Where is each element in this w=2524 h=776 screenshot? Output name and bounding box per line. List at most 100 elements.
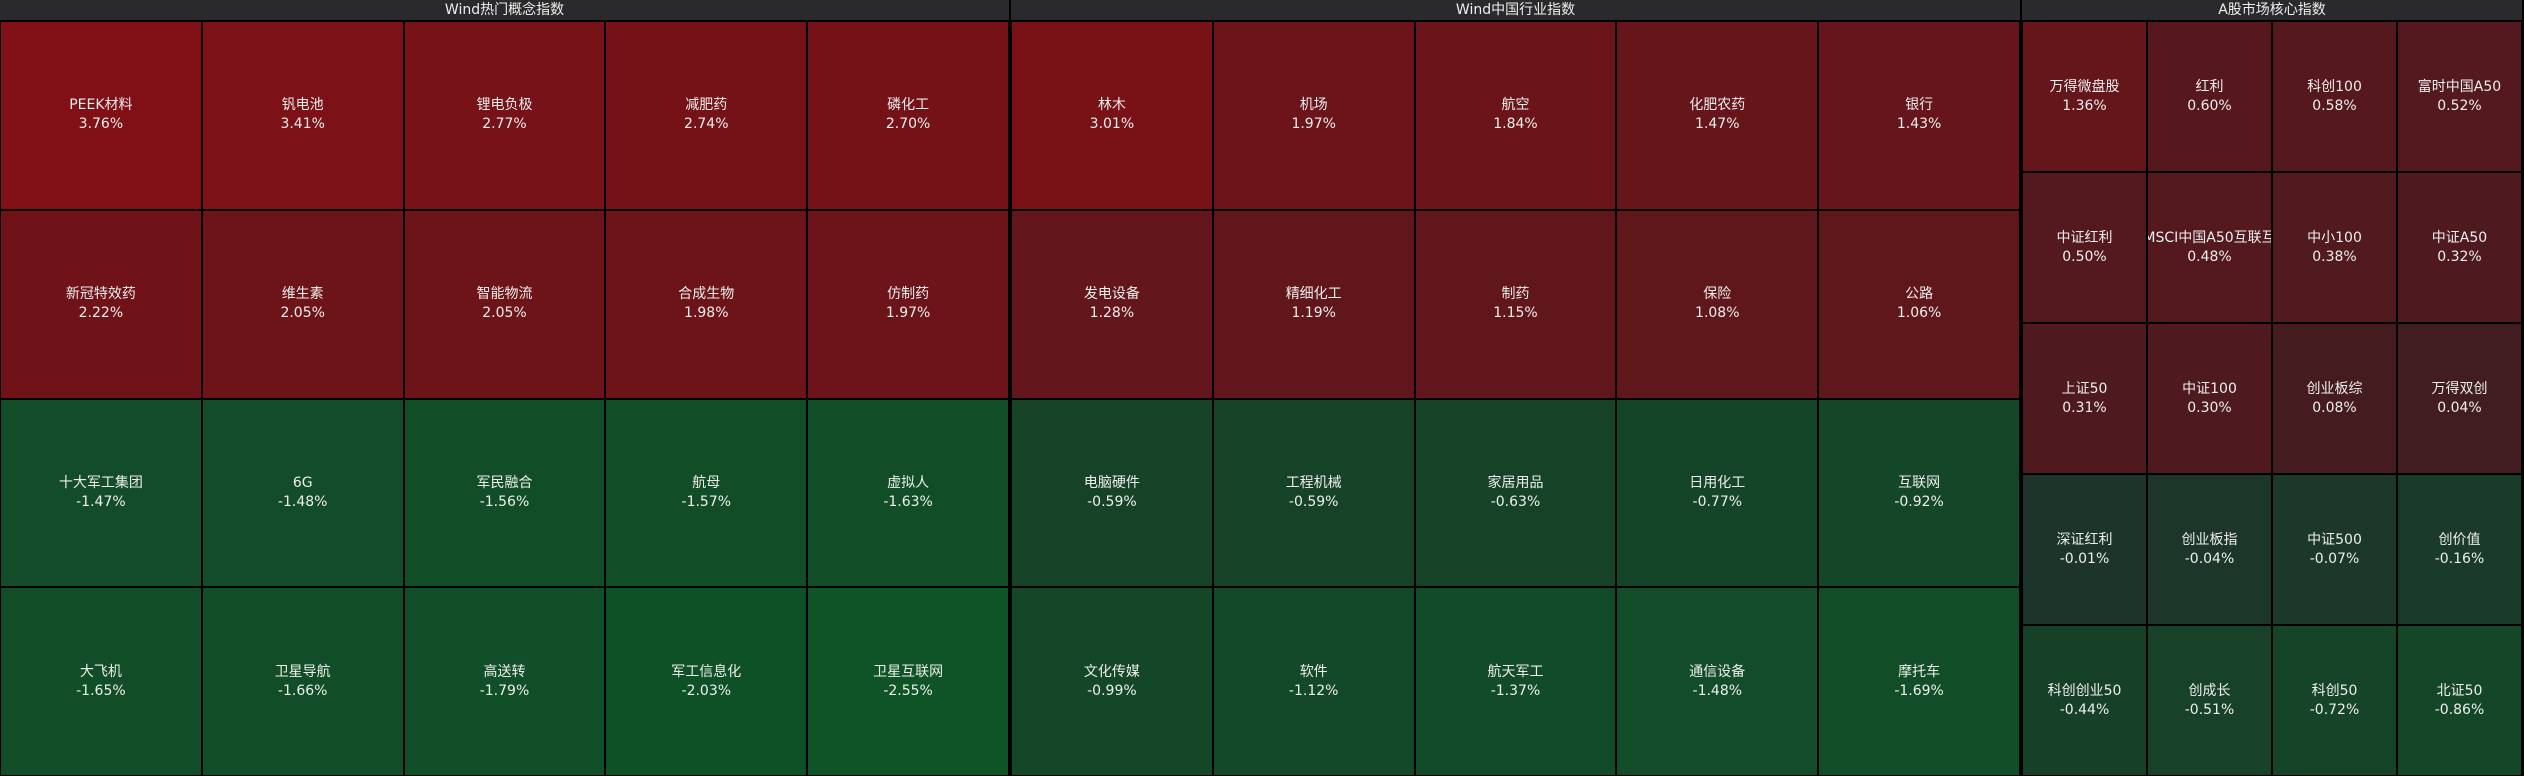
tile-change: 1.19% xyxy=(1291,305,1336,322)
tile[interactable]: 精细化工 1.19% xyxy=(1212,209,1415,399)
tile[interactable]: 日用化工 -0.77% xyxy=(1616,398,1819,588)
tile[interactable]: 万得双创 0.04% xyxy=(2397,323,2522,474)
tile-change: -1.12% xyxy=(1288,682,1339,699)
tile[interactable]: 电脑硬件 -0.59% xyxy=(1011,398,1213,588)
tile[interactable]: 工程机械 -0.59% xyxy=(1212,398,1415,588)
tile-name: 磷化工 xyxy=(887,97,930,114)
tile-change: 0.31% xyxy=(2062,399,2107,416)
tile[interactable]: 公路 1.06% xyxy=(1818,209,2020,399)
tile[interactable]: 仿制药 1.97% xyxy=(807,209,1009,399)
tile[interactable]: PEEK材料 3.76% xyxy=(0,21,202,210)
tile[interactable]: 磷化工 2.70% xyxy=(807,21,1009,210)
tile-name: 北证50 xyxy=(2436,682,2483,699)
tile[interactable]: 新冠特效药 2.22% xyxy=(0,209,202,399)
tile[interactable]: 深证红利 -0.01% xyxy=(2022,474,2147,625)
tile-name: 万得微盘股 xyxy=(2049,78,2120,95)
tile-change: 1.97% xyxy=(1291,116,1336,133)
tile[interactable]: 科创50 -0.72% xyxy=(2272,625,2397,776)
tile-change: 1.47% xyxy=(1695,116,1740,133)
tile[interactable]: 维生素 2.05% xyxy=(201,209,404,399)
tile-change: -0.07% xyxy=(2309,550,2360,567)
tile[interactable]: 创价值 -0.16% xyxy=(2397,474,2522,625)
tile[interactable]: 创成长 -0.51% xyxy=(2147,625,2272,776)
tile-change: 0.52% xyxy=(2437,97,2482,114)
tile-name: 上证50 xyxy=(2061,380,2108,397)
tile[interactable]: 航空 1.84% xyxy=(1414,21,1617,210)
tile[interactable]: 化肥农药 1.47% xyxy=(1616,21,1819,210)
tile[interactable]: 制药 1.15% xyxy=(1414,209,1617,399)
tile[interactable]: 文化传媒 -0.99% xyxy=(1011,587,1213,776)
tile[interactable]: 航天军工 -1.37% xyxy=(1414,587,1617,776)
tile-name: 通信设备 xyxy=(1689,663,1746,680)
tile[interactable]: 上证50 0.31% xyxy=(2022,323,2147,474)
tile[interactable]: 卫星导航 -1.66% xyxy=(201,587,404,776)
tile-change: 1.97% xyxy=(885,305,931,322)
tile-name: 银行 xyxy=(1905,97,1934,114)
tile[interactable]: 卫星互联网 -2.55% xyxy=(807,587,1009,776)
tile[interactable]: MSCI中国A50互联互 0.48% xyxy=(2147,172,2272,323)
tile-name: 军工信息化 xyxy=(671,663,742,680)
tile[interactable]: 中小100 0.38% xyxy=(2272,172,2397,323)
tile-change: 0.60% xyxy=(2187,97,2232,114)
tile[interactable]: 军民融合 -1.56% xyxy=(403,398,606,588)
tile-change: -0.01% xyxy=(2059,550,2110,567)
tile-change: -0.72% xyxy=(2309,701,2360,718)
tile-change: -0.63% xyxy=(1490,493,1541,510)
tile[interactable]: 智能物流 2.05% xyxy=(403,209,606,399)
tile[interactable]: 中证500 -0.07% xyxy=(2272,474,2397,625)
tile[interactable]: 航母 -1.57% xyxy=(605,398,808,588)
tile[interactable]: 富时中国A50 0.52% xyxy=(2397,21,2522,172)
tile[interactable]: 大飞机 -1.65% xyxy=(0,587,202,776)
tile[interactable]: 高送转 -1.79% xyxy=(403,587,606,776)
tile[interactable]: 中证100 0.30% xyxy=(2147,323,2272,474)
tile[interactable]: 互联网 -0.92% xyxy=(1818,398,2020,588)
tile-change: -0.04% xyxy=(2184,550,2235,567)
tile-name: 公路 xyxy=(1905,286,1934,303)
tile-name: 林木 xyxy=(1097,97,1126,114)
tile[interactable]: 发电设备 1.28% xyxy=(1011,209,1213,399)
tile-change: -0.51% xyxy=(2184,701,2235,718)
tile[interactable]: 虚拟人 -1.63% xyxy=(807,398,1009,588)
tile-change: -1.48% xyxy=(277,493,328,510)
tile[interactable]: 摩托车 -1.69% xyxy=(1818,587,2020,776)
tile[interactable]: 合成生物 1.98% xyxy=(605,209,808,399)
tile-name: 机场 xyxy=(1299,97,1328,114)
tile-change: -1.48% xyxy=(1692,682,1743,699)
tile[interactable]: 中证红利 0.50% xyxy=(2022,172,2147,323)
tile[interactable]: 减肥药 2.74% xyxy=(605,21,808,210)
tile-change: 2.22% xyxy=(78,305,124,322)
tile[interactable]: 家居用品 -0.63% xyxy=(1414,398,1617,588)
tile[interactable]: 银行 1.43% xyxy=(1818,21,2020,210)
tile-name: 万得双创 xyxy=(2431,380,2488,397)
tile-change: 2.77% xyxy=(482,116,527,133)
tile[interactable]: 锂电负极 2.77% xyxy=(403,21,606,210)
tile[interactable]: 红利 0.60% xyxy=(2147,21,2272,172)
tile-change: -0.16% xyxy=(2434,550,2485,567)
tile[interactable]: 通信设备 -1.48% xyxy=(1616,587,1819,776)
tile[interactable]: 创业板指 -0.04% xyxy=(2147,474,2272,625)
tile[interactable]: 中证A50 0.32% xyxy=(2397,172,2522,323)
tile-change: 3.01% xyxy=(1089,116,1135,133)
tile-change: -2.03% xyxy=(681,682,732,699)
tile[interactable]: 科创创业50 -0.44% xyxy=(2022,625,2147,776)
tile[interactable]: 创业板综 0.08% xyxy=(2272,323,2397,474)
tile-grid: PEEK材料 3.76% 钒电池 3.41% 锂电负极 2.77% 减肥药 2.74% 磷化工 2… xyxy=(0,21,1009,776)
tile[interactable]: 机场 1.97% xyxy=(1212,21,1415,210)
tile[interactable]: 科创100 0.58% xyxy=(2272,21,2397,172)
tile[interactable]: 钒电池 3.41% xyxy=(201,21,404,210)
tile[interactable]: 万得微盘股 1.36% xyxy=(2022,21,2147,172)
tile-name: 中小100 xyxy=(2307,229,2362,246)
tile-change: -1.57% xyxy=(681,493,732,510)
tile-name: 红利 xyxy=(2195,78,2224,95)
tile-change: -1.65% xyxy=(76,682,126,699)
tile[interactable]: 军工信息化 -2.03% xyxy=(605,587,808,776)
tile-name: 摩托车 xyxy=(1898,663,1941,680)
tile[interactable]: 北证50 -0.86% xyxy=(2397,625,2522,776)
tile[interactable]: 6G -1.48% xyxy=(201,398,404,588)
tile-change: 3.41% xyxy=(280,116,325,133)
tile[interactable]: 林木 3.01% xyxy=(1011,21,1213,210)
tile[interactable]: 保险 1.08% xyxy=(1616,209,1819,399)
tile[interactable]: 软件 -1.12% xyxy=(1212,587,1415,776)
tile[interactable]: 十大军工集团 -1.47% xyxy=(0,398,202,588)
